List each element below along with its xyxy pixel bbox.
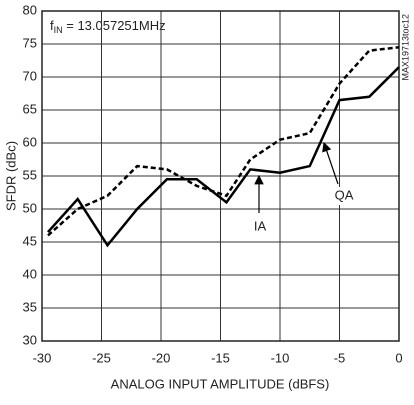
figure-id: MAX19713toc12 <box>400 14 410 81</box>
x-tick-label: -20 <box>152 350 171 365</box>
condition: fIN = 13.057251MHz <box>50 18 166 35</box>
x-tick-label: -25 <box>92 350 111 365</box>
x-tick-label: -5 <box>334 350 346 365</box>
y-tick-label: 35 <box>23 299 37 314</box>
x-tick-label: -10 <box>271 350 290 365</box>
condition-text: = 13.057251MHz <box>63 18 166 33</box>
y-tick-label: 45 <box>23 233 37 248</box>
callout-box <box>334 187 354 205</box>
series-label: QA <box>335 187 354 202</box>
x-tick-label: 0 <box>395 350 402 365</box>
y-tick-label: 40 <box>23 266 37 281</box>
y-tick-label: 30 <box>23 332 37 347</box>
series-line <box>47 46 400 237</box>
x-axis-label: ANALOG INPUT AMPLITUDE (dBFS) <box>111 376 330 391</box>
y-tick-label: 65 <box>23 101 37 116</box>
condition-symbol: f <box>50 18 54 33</box>
x-tick-label: -15 <box>211 350 230 365</box>
condition-subscript: IN <box>54 25 63 35</box>
callout-box <box>250 218 270 236</box>
y-tick-label: 50 <box>23 200 37 215</box>
series-line <box>47 66 400 248</box>
y-tick-label: 55 <box>23 167 37 182</box>
x-tick-label: -30 <box>33 350 52 365</box>
y-tick-label: 80 <box>23 2 37 17</box>
y-tick-label: 60 <box>23 134 37 149</box>
y-axis-label: SFDR (dBc) <box>3 141 18 211</box>
callout-arrow <box>322 141 339 185</box>
condition-box <box>46 15 214 39</box>
y-tick-label: 75 <box>23 35 37 50</box>
y-tick-label: 70 <box>23 68 37 83</box>
series-label: IA <box>254 218 267 233</box>
plot-frame <box>41 10 400 342</box>
